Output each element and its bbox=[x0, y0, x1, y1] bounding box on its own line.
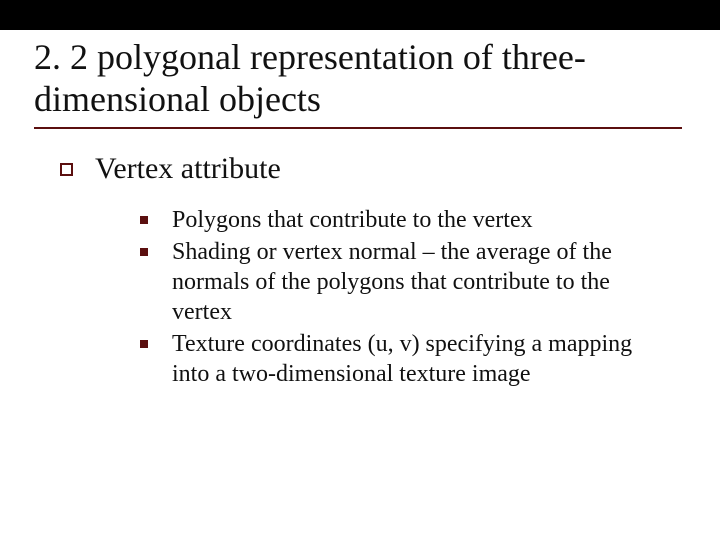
list-item-level2: Texture coordinates (u, v) specifying a … bbox=[140, 329, 660, 389]
level2-text: Texture coordinates (u, v) specifying a … bbox=[172, 329, 660, 389]
list-item-level2: Polygons that contribute to the vertex bbox=[140, 205, 660, 235]
top-bar bbox=[0, 0, 720, 30]
square-outline-bullet-icon bbox=[60, 163, 73, 176]
title-block: 2. 2 polygonal representation of three-d… bbox=[0, 30, 720, 121]
level2-text: Shading or vertex normal – the average o… bbox=[172, 237, 660, 327]
list-item-level1: Vertex attribute bbox=[60, 151, 660, 187]
slide: 2. 2 polygonal representation of three-d… bbox=[0, 0, 720, 540]
square-filled-bullet-icon bbox=[140, 340, 148, 348]
square-filled-bullet-icon bbox=[140, 248, 148, 256]
level2-text: Polygons that contribute to the vertex bbox=[172, 205, 533, 235]
content-area: Vertex attribute Polygons that contribut… bbox=[0, 129, 720, 389]
slide-title: 2. 2 polygonal representation of three-d… bbox=[34, 36, 686, 121]
list-item-level2: Shading or vertex normal – the average o… bbox=[140, 237, 660, 327]
level1-text: Vertex attribute bbox=[95, 151, 281, 187]
square-filled-bullet-icon bbox=[140, 216, 148, 224]
level2-list: Polygons that contribute to the vertex S… bbox=[60, 201, 660, 389]
